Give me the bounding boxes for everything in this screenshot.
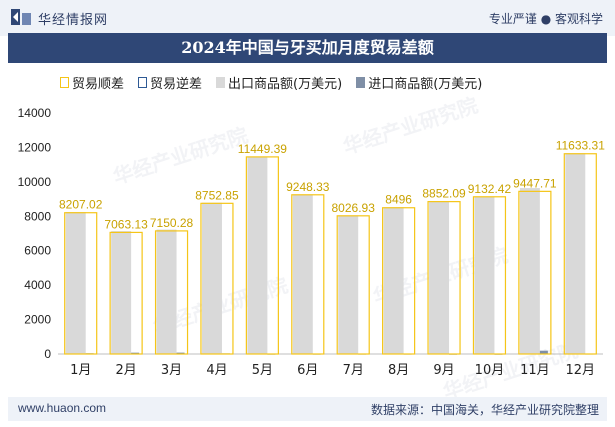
x-tick-label: 11月 — [520, 363, 550, 378]
x-tick-label: 12月 — [566, 363, 596, 378]
data-label: 8026.93 — [332, 201, 376, 215]
export-bar — [247, 156, 268, 354]
data-label: 11633.31 — [556, 139, 605, 153]
top-bar: 华经情报网 专业严谨 ● 客观科学 — [0, 0, 615, 36]
y-tick-label: 12000 — [18, 140, 52, 154]
legend-item-surplus[interactable]: 贸易顺差 — [60, 73, 124, 92]
data-label: 8496 — [385, 193, 412, 207]
chart-legend: 贸易顺差 贸易逆差 出口商品额(万美元) 进口商品额(万美元) — [60, 73, 496, 92]
surplus-bar — [382, 207, 416, 355]
surplus-bar — [518, 190, 552, 355]
legend-swatch-surplus — [60, 76, 69, 88]
data-label: 8852.09 — [422, 187, 466, 201]
export-bar — [111, 231, 132, 354]
legend-label-surplus: 贸易顺差 — [72, 76, 125, 92]
y-tick-label: 10000 — [18, 175, 52, 189]
surplus-bar — [245, 156, 279, 355]
tagline: 专业严谨 ● 客观科学 — [488, 12, 603, 26]
x-tick-label: 3月 — [161, 363, 182, 378]
y-tick-label: 4000 — [24, 278, 51, 292]
surplus-bar — [291, 194, 325, 355]
surplus-bar — [336, 215, 370, 355]
legend-swatch-import — [356, 76, 366, 88]
x-tick-label: 7月 — [343, 363, 364, 378]
x-tick-label: 6月 — [297, 363, 318, 378]
legend-item-deficit[interactable]: 贸易逆差 — [138, 73, 202, 92]
export-bar — [474, 196, 495, 354]
site-name[interactable]: 华经情报网 — [38, 13, 109, 28]
x-tick-label: 10月 — [475, 363, 505, 378]
data-label: 9248.33 — [286, 180, 330, 194]
legend-label-export: 出口商品额(万美元) — [228, 76, 343, 92]
surplus-bar — [427, 201, 461, 355]
legend-swatch-export — [216, 76, 226, 88]
data-label: 8752.85 — [195, 188, 239, 202]
legend-item-export[interactable]: 出口商品额(万美元) — [216, 73, 342, 92]
legend-label-deficit: 贸易逆差 — [150, 76, 203, 92]
title-bar: 2024年中国与牙买加月度贸易差额 — [8, 33, 607, 63]
data-label: 8207.02 — [59, 198, 103, 212]
x-tick-label: 8月 — [388, 363, 409, 378]
data-label: 11449.39 — [238, 142, 287, 156]
data-label: 9447.71 — [513, 176, 557, 190]
surplus-bar — [472, 196, 507, 355]
legend-swatch-deficit — [138, 76, 148, 88]
chart-title: 2024年中国与牙买加月度贸易差额 — [181, 38, 434, 57]
x-tick-label: 1月 — [70, 363, 91, 378]
y-tick-label: 2000 — [24, 313, 51, 327]
export-bar — [383, 207, 404, 354]
huajing-logo-icon — [11, 9, 31, 25]
export-bar — [429, 201, 450, 354]
x-tick-label: 2月 — [115, 363, 136, 378]
x-tick-label: 9月 — [433, 363, 454, 378]
export-bar — [338, 215, 359, 354]
surplus-bar — [64, 212, 98, 355]
surplus-bar — [109, 231, 143, 355]
footer-url-link[interactable]: www.huaon.com — [18, 401, 107, 415]
data-label: 7063.13 — [104, 217, 148, 231]
surplus-bar — [563, 153, 597, 355]
export-bar — [519, 188, 540, 354]
surplus-bar — [200, 202, 234, 355]
data-label: 9132.42 — [468, 182, 512, 196]
y-tick-label: 8000 — [24, 209, 51, 223]
footer-bar: www.huaon.com 数据来源：中国海关，华经产业研究院整理 — [8, 397, 607, 421]
import-bar — [539, 350, 548, 354]
export-bar — [156, 229, 177, 354]
import-bar — [176, 352, 185, 354]
y-tick-label: 14000 — [18, 106, 52, 120]
export-bar — [565, 153, 586, 354]
y-tick-label: 0 — [44, 347, 51, 361]
legend-item-import[interactable]: 进口商品额(万美元) — [356, 73, 482, 92]
import-bar — [131, 352, 140, 354]
y-tick-label: 6000 — [24, 244, 51, 258]
footer-source: 数据来源：中国海关，华经产业研究院整理 — [370, 403, 599, 417]
data-label: 7150.28 — [150, 216, 194, 230]
legend-label-import: 进口商品额(万美元) — [368, 76, 483, 92]
export-bar — [292, 194, 313, 354]
export-bar — [65, 211, 86, 354]
export-bar — [201, 202, 222, 354]
x-tick-label: 4月 — [206, 363, 227, 378]
x-tick-label: 5月 — [252, 363, 273, 378]
surplus-bar — [154, 230, 189, 355]
